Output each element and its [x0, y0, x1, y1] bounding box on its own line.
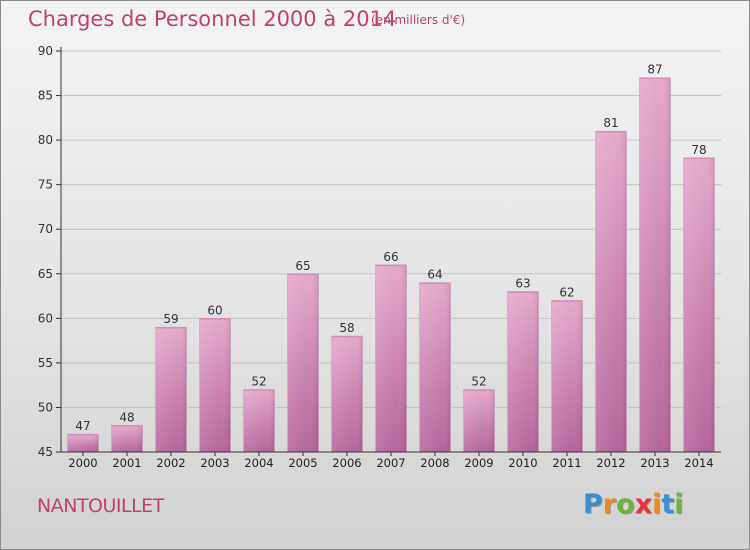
- bar-shade: [155, 327, 187, 452]
- y-tick-label: 60: [38, 311, 53, 325]
- y-tick-label: 55: [38, 356, 53, 370]
- town-name: NANTOUILLET: [37, 495, 164, 517]
- bar-shade: [287, 273, 319, 452]
- x-tick-label: 2011: [552, 456, 581, 470]
- logo-letter: x: [634, 489, 653, 520]
- x-tick-label: 2013: [640, 456, 669, 470]
- bar-shade: [683, 157, 715, 452]
- data-label: 52: [251, 375, 266, 389]
- x-tick-label: 2007: [376, 456, 405, 470]
- bar-shade: [243, 389, 275, 452]
- chart-subtitle: (en milliers d'€): [371, 13, 466, 27]
- bar-shade: [67, 434, 99, 452]
- bar-shade: [375, 264, 407, 452]
- bar-shade: [111, 425, 143, 452]
- logo-letter: P: [583, 489, 603, 520]
- x-tick-label: 2006: [332, 456, 361, 470]
- y-tick-label: 70: [38, 222, 53, 236]
- logo-letter: o: [616, 489, 635, 520]
- data-label: 66: [383, 250, 398, 264]
- bar-shade: [551, 300, 583, 452]
- x-tick-label: 2009: [464, 456, 493, 470]
- bar-shade: [419, 282, 451, 452]
- x-tick-label: 2014: [684, 456, 713, 470]
- x-tick-label: 2010: [508, 456, 537, 470]
- y-tick-label: 90: [38, 44, 53, 58]
- y-tick-label: 80: [38, 133, 53, 147]
- x-tick-label: 2002: [156, 456, 185, 470]
- data-label: 87: [647, 63, 662, 77]
- logo-letter: r: [602, 489, 617, 520]
- bar-shade: [199, 318, 231, 452]
- y-tick-label: 85: [38, 89, 53, 103]
- x-tick-label: 2003: [200, 456, 229, 470]
- bar-shade: [463, 389, 495, 452]
- data-label: 48: [119, 410, 134, 424]
- y-tick-label: 75: [38, 178, 53, 192]
- data-label: 58: [339, 321, 354, 335]
- chart-title: Charges de Personnel 2000 à 2014: [28, 7, 397, 31]
- data-label: 59: [163, 312, 178, 326]
- x-tick-label: 2012: [596, 456, 625, 470]
- bar-shade: [507, 291, 539, 452]
- bar-shade: [595, 131, 627, 452]
- y-tick-label: 45: [38, 445, 53, 459]
- logo-letter: t: [661, 489, 675, 520]
- data-label: 78: [691, 143, 706, 157]
- data-label: 62: [559, 286, 574, 300]
- data-label: 65: [295, 259, 310, 273]
- x-tick-label: 2000: [68, 456, 97, 470]
- proxiti-logo[interactable]: Proxiti: [583, 489, 684, 520]
- x-tick-label: 2004: [244, 456, 273, 470]
- logo-letter: i: [674, 489, 684, 520]
- x-tick-label: 2001: [112, 456, 141, 470]
- x-tick-label: 2008: [420, 456, 449, 470]
- y-tick-label: 65: [38, 267, 53, 281]
- y-tick-label: 50: [38, 400, 53, 414]
- data-label: 60: [207, 303, 222, 317]
- bar-shade: [331, 336, 363, 452]
- data-label: 81: [603, 116, 618, 130]
- x-tick-label: 2005: [288, 456, 317, 470]
- data-label: 63: [515, 277, 530, 291]
- data-label: 52: [471, 375, 486, 389]
- bar-shade: [639, 77, 671, 452]
- data-label: 64: [427, 268, 442, 282]
- data-label: 47: [75, 419, 90, 433]
- logo-letter: i: [652, 489, 662, 520]
